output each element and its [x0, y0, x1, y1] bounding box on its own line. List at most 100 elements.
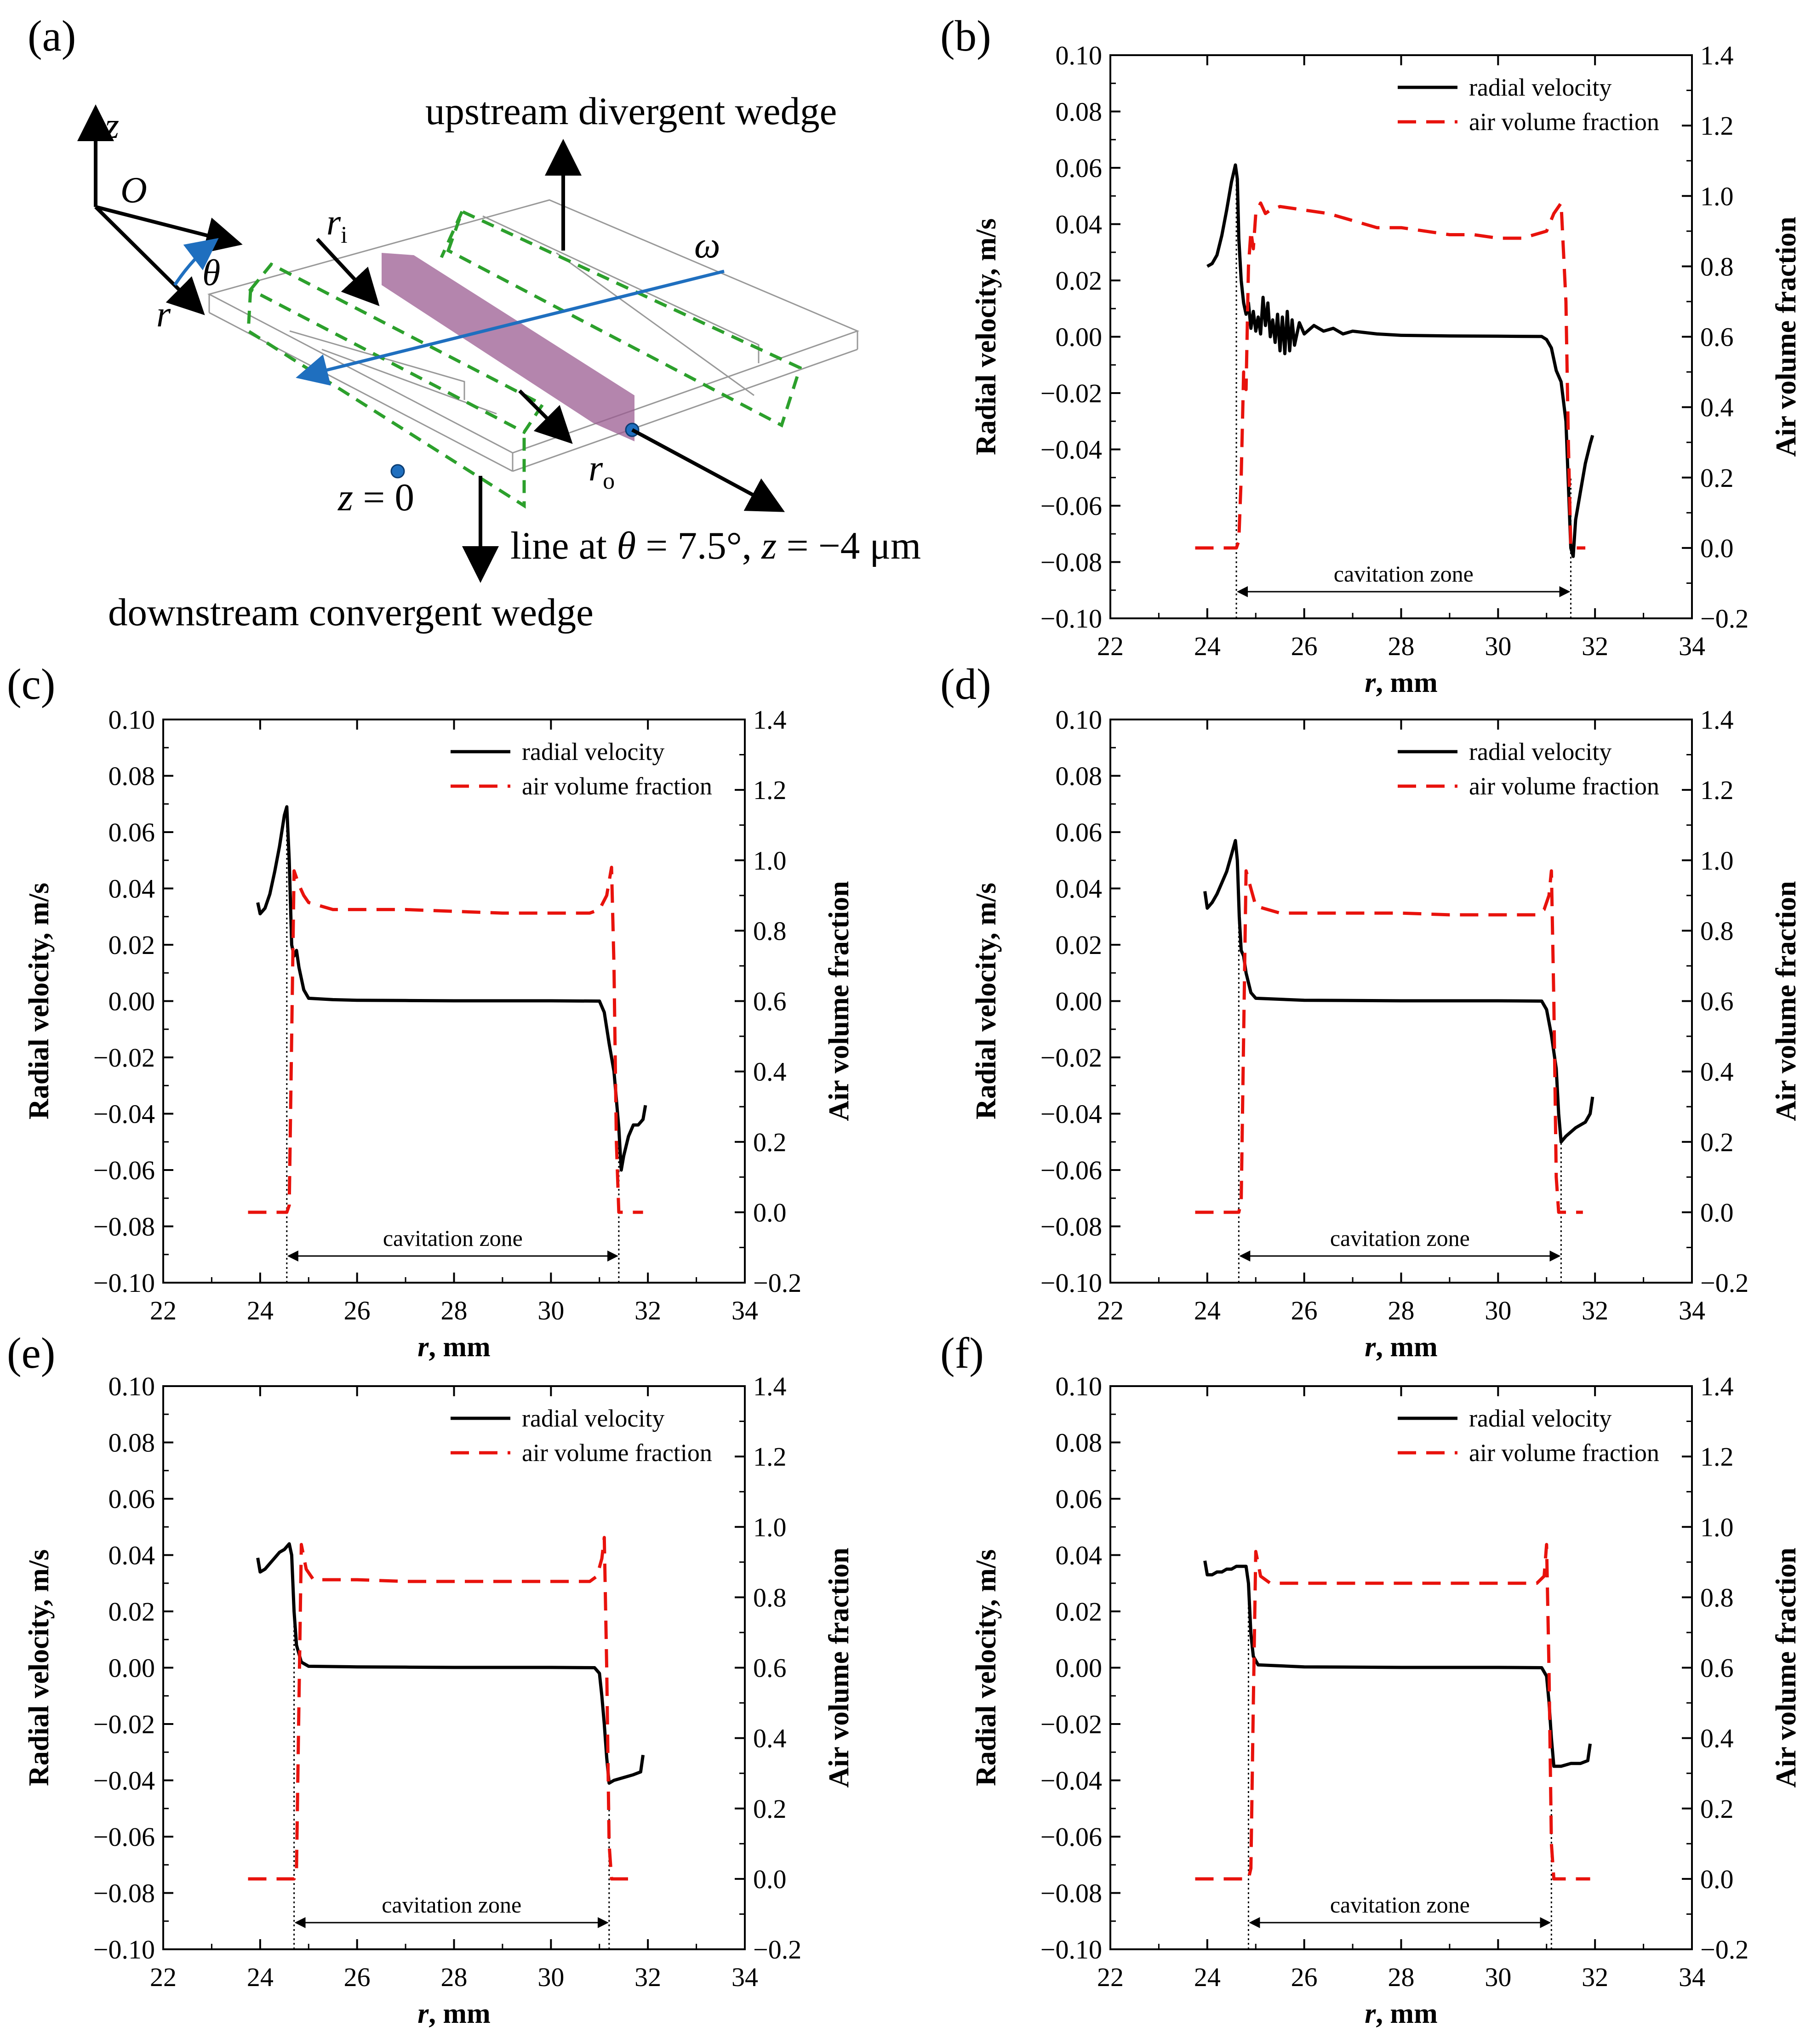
y2-tick-label: 0.8 — [1700, 916, 1734, 946]
y2-axis-title: Air volume fraction — [1771, 1547, 1800, 1787]
upstream-label: upstream divergent wedge — [425, 90, 837, 133]
x-tick-label: 24 — [1194, 631, 1221, 661]
y-tick-label: −0.10 — [1040, 1268, 1102, 1298]
y-tick-label: −0.06 — [93, 1155, 155, 1185]
y-tick-label: −0.04 — [93, 1099, 155, 1129]
y-tick-label: −0.02 — [1040, 1709, 1102, 1739]
y-axis-title: Radial velocity, m/s — [23, 883, 55, 1119]
y-tick-label: 0.04 — [1056, 874, 1103, 904]
x-tick-label: 30 — [1485, 631, 1511, 661]
legend-label-air-volume-fraction: air volume fraction — [522, 1439, 712, 1467]
y-tick-label: 0.08 — [1056, 761, 1103, 791]
y2-tick-label: 1.4 — [1700, 40, 1734, 70]
y-tick-label: 0.04 — [109, 1541, 155, 1570]
y2-tick-label: 0.8 — [1700, 251, 1734, 281]
y-tick-label: 0.06 — [1056, 817, 1103, 847]
y-tick-label: −0.04 — [1040, 1766, 1102, 1796]
y-tick-label: −0.06 — [1040, 1822, 1102, 1852]
y2-tick-label: 1.0 — [1700, 1512, 1734, 1542]
y-tick-label: −0.10 — [1040, 604, 1102, 634]
y2-tick-label: 0.2 — [1700, 463, 1734, 493]
series-radial-velocity — [256, 805, 647, 1172]
series-air-volume-fraction — [1195, 869, 1583, 1214]
y2-axis-title: Air volume fraction — [823, 881, 855, 1121]
x-tick-label: 22 — [1097, 1296, 1124, 1325]
y-tick-label: 0.08 — [109, 761, 155, 791]
y-tick-label: 0.04 — [1056, 1541, 1103, 1570]
legend-label-radial-velocity: radial velocity — [1469, 1405, 1611, 1432]
y-tick-label: 0.02 — [109, 1597, 155, 1627]
y2-tick-label: 1.2 — [1700, 1442, 1734, 1472]
legend-label-radial-velocity: radial velocity — [1469, 738, 1611, 765]
y-tick-label: 0.10 — [109, 705, 155, 735]
y-tick-label: −0.02 — [1040, 1043, 1102, 1073]
x-axis-title: r, mm — [417, 1998, 490, 2029]
r-axis-label: r — [156, 294, 171, 335]
y2-tick-label: 1.0 — [753, 1512, 787, 1542]
theta-arc — [173, 238, 219, 286]
y-tick-label: −0.10 — [1040, 1935, 1102, 1964]
omega-arrow — [296, 269, 725, 386]
cavitation-zone-label: cavitation zone — [382, 1892, 521, 1918]
measurement-plane — [382, 253, 634, 441]
y2-tick-label: 0.6 — [1700, 1653, 1734, 1683]
x-tick-label: 34 — [1679, 631, 1705, 661]
y2-tick-label: 0.2 — [753, 1794, 787, 1824]
x-tick-label: 32 — [634, 1962, 661, 1992]
y2-tick-label: 0.0 — [753, 1864, 787, 1894]
legend-label-air-volume-fraction: air volume fraction — [1469, 1439, 1659, 1467]
panel-label: (b) — [940, 11, 991, 60]
x-axis-title: r, mm — [1365, 1998, 1437, 2029]
x-tick-label: 28 — [441, 1962, 468, 1992]
series-air-volume-fraction — [1195, 201, 1586, 550]
y2-tick-label: 0.0 — [753, 1198, 787, 1228]
legend-label-radial-velocity: radial velocity — [522, 1405, 664, 1432]
legend-label-radial-velocity: radial velocity — [1469, 74, 1611, 101]
legend-label-air-volume-fraction: air volume fraction — [1469, 772, 1659, 800]
y2-tick-label: −0.2 — [753, 1935, 801, 1964]
series-air-volume-fraction — [1195, 1543, 1590, 1881]
y2-tick-label: −0.2 — [1700, 1268, 1749, 1298]
x-tick-label: 28 — [1388, 1962, 1415, 1992]
y2-tick-label: 0.2 — [1700, 1127, 1734, 1157]
x-tick-label: 32 — [1582, 631, 1608, 661]
y2-tick-label: −0.2 — [1700, 1935, 1749, 1964]
chart-panel-d: (d) 22 24 26 28 30 32 34 −0.10 −0.08 −0.06 −0.04 −0.… — [940, 660, 1800, 1363]
y2-tick-label: −0.2 — [753, 1268, 801, 1298]
x-tick-label: 22 — [1097, 1962, 1124, 1992]
panel-a-label: (a) — [28, 11, 76, 60]
x-tick-label: 22 — [150, 1296, 177, 1325]
y2-axis-title: Air volume fraction — [1771, 217, 1800, 457]
x-tick-label: 26 — [344, 1296, 371, 1325]
x-tick-label: 26 — [1291, 631, 1318, 661]
y-tick-label: −0.10 — [93, 1935, 155, 1964]
y2-tick-label: −0.2 — [1700, 604, 1749, 634]
y-tick-label: 0.06 — [1056, 153, 1103, 183]
series-radial-velocity — [256, 1542, 645, 1785]
y2-tick-label: 0.6 — [1700, 987, 1734, 1016]
x-tick-label: 30 — [1485, 1296, 1511, 1325]
ri-label: ri — [326, 202, 348, 248]
y2-tick-label: 0.4 — [753, 1057, 787, 1087]
y-tick-label: 0.00 — [109, 987, 155, 1016]
x-tick-label: 24 — [1194, 1962, 1221, 1992]
x-tick-label: 30 — [537, 1962, 564, 1992]
x-tick-label: 34 — [731, 1962, 758, 1992]
y-tick-label: −0.08 — [93, 1212, 155, 1242]
panel-label: (e) — [7, 1329, 55, 1377]
y-tick-label: 0.02 — [1056, 266, 1103, 296]
x-tick-label: 26 — [1291, 1296, 1318, 1325]
y2-tick-label: 0.4 — [1700, 1057, 1734, 1087]
panel-label: (d) — [940, 660, 991, 708]
y-tick-label: 0.04 — [1056, 210, 1103, 240]
omega-label: ω — [694, 225, 720, 266]
y2-tick-label: 1.4 — [1700, 1371, 1734, 1401]
y-tick-label: −0.04 — [1040, 435, 1102, 465]
pad-outline — [207, 199, 860, 472]
y-axis-title: Radial velocity, m/s — [971, 1549, 1002, 1786]
y-tick-label: 0.08 — [1056, 97, 1103, 127]
y-tick-label: 0.00 — [1056, 987, 1103, 1016]
panel-label: (f) — [940, 1329, 984, 1377]
x-tick-label: 28 — [1388, 1296, 1415, 1325]
y2-tick-label: 0.4 — [753, 1724, 787, 1753]
